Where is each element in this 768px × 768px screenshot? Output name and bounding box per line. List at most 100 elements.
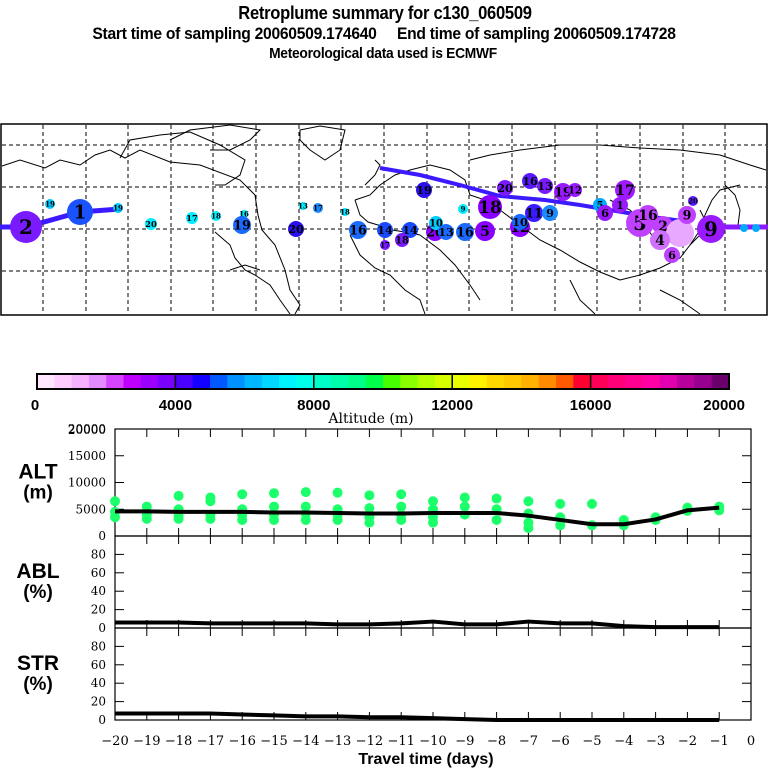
trajectory-point-label: 20 [145, 219, 157, 229]
trajectory-point-circle [211, 211, 221, 221]
colorbar-swatch [400, 374, 419, 389]
trajectory-point: 16 [349, 221, 367, 239]
panel-abl: 0 20 40 60 80 ABL(%) [16, 535, 752, 635]
altitude-scatter-point [332, 514, 343, 525]
trajectory-point-circle [638, 205, 658, 225]
altitude-scatter-point [332, 487, 343, 498]
trajectory-point-circle [568, 183, 582, 197]
colorbar-swatch [279, 374, 297, 389]
x-tick-label: −1 [710, 734, 729, 749]
trajectory-point-label: 20 [688, 196, 698, 205]
trajectory-point-label: 13 [537, 179, 553, 193]
x-tick-label: −4 [614, 734, 633, 749]
trajectory-point-label: 5 [480, 224, 490, 240]
trajectory-point-label: 18 [478, 197, 501, 217]
sampling-times: Start time of sampling 20060509.174640 E… [92, 24, 676, 43]
trajectory-point-label: 11 [525, 205, 543, 220]
trajectory-point-circle [537, 178, 553, 194]
y-tick-label: 60 [91, 566, 106, 580]
trajectory-point-circle [740, 224, 748, 232]
trajectory-point: 19 [233, 216, 251, 234]
x-tick-label: −11 [387, 734, 414, 749]
colorbar-swatch [54, 374, 73, 389]
trajectory-point: 16 [522, 173, 538, 189]
colorbar-swatch [296, 374, 315, 389]
altitude-scatter-point [300, 487, 311, 498]
panel-ylabel: ALT [18, 461, 57, 484]
trajectory-point-circle [612, 197, 628, 213]
coastline [229, 264, 261, 271]
altitude-scatter-point [141, 501, 152, 512]
trajectory-point-circle [341, 208, 349, 216]
trajectory-point: 17 [313, 203, 323, 213]
trajectory-point-circle [522, 173, 538, 189]
trajectory-point-label: 6 [668, 248, 676, 262]
altitude-scatter-point [141, 513, 152, 524]
panel-ylabel-units: (%) [23, 674, 53, 695]
trajectory-point-circle [299, 202, 307, 210]
trajectory-point: 9 [697, 215, 725, 243]
altitude-scatter-point [491, 514, 502, 525]
x-tick-label: −3 [646, 734, 665, 749]
colorbar-swatch [677, 374, 695, 389]
trajectory-point: 13 [298, 201, 308, 210]
x-tick-label: −10 [419, 734, 446, 749]
trajectory-point-label: 16 [638, 208, 657, 224]
colorbar-swatch [331, 374, 349, 389]
trajectory-point-circle [650, 230, 670, 250]
colorbar-swatch [642, 374, 661, 389]
colorbar-tick-label: 8000 [297, 397, 330, 414]
trajectory-point-circle [542, 205, 558, 221]
trajectory-point-circle [438, 224, 454, 240]
y-tick-label: 20 [91, 695, 106, 709]
colorbar-swatch [521, 374, 540, 389]
colorbar-swatch [71, 374, 90, 389]
colorbar-swatch [313, 374, 332, 389]
trajectory-point-label: 13 [298, 201, 308, 210]
colorbar-swatch [383, 374, 401, 389]
trajectory-point-circle [380, 240, 390, 250]
trajectory-point: 14 [402, 222, 418, 238]
time-series-panels: 0500010000150002000020000ALT(m)020406080… [16, 422, 755, 768]
trajectory-point-label: 1 [74, 202, 87, 223]
colorbar-label: Altitude (m) [327, 411, 413, 427]
altitude-scatter-point [491, 493, 502, 504]
trajectory-point: 19 [554, 183, 572, 201]
trajectory-point: 9 [678, 206, 696, 224]
trajectory-point: 9 [458, 204, 468, 214]
x-tick-label: −15 [260, 734, 287, 749]
y-tick-label: 5000 [75, 502, 106, 516]
altitude-scatter-point [364, 517, 375, 528]
x-tick-label: −7 [519, 734, 538, 749]
altitude-scatter-point [110, 496, 120, 507]
coastline [169, 124, 262, 151]
y-tick-label: 60 [91, 658, 106, 672]
trajectory-point-label: 5 [597, 200, 604, 211]
colorbar-swatch [711, 374, 730, 389]
y-tick-label: 20000 [68, 423, 106, 437]
trajectory-point-circle [10, 211, 42, 243]
x-tick-label: −17 [197, 734, 224, 749]
x-tick-label: −5 [582, 734, 601, 749]
x-axis-label: Travel time (days) [358, 751, 493, 768]
altitude-scatter-point [555, 498, 566, 509]
trajectory-point-label: 18 [211, 211, 221, 220]
trajectory-point-label: 19 [113, 203, 123, 212]
colorbar-tick-label: 16000 [570, 397, 612, 414]
trajectory-point-label: 19 [45, 199, 55, 208]
altitude-colorbar: 0 4000 8000 12000 16000 20000 [31, 373, 745, 414]
trajectory-point-label: 17 [615, 183, 634, 199]
map-coastlines [1, 124, 767, 315]
colorbar-swatch [573, 374, 592, 389]
trajectory-point-label: 10 [429, 218, 443, 229]
trajectory-point: 13 [438, 224, 454, 240]
colorbar-swatch [556, 374, 574, 389]
altitude-scatter-point [269, 514, 279, 525]
y-tick-label: 15000 [68, 449, 106, 463]
trajectory-point: 17 [186, 212, 198, 224]
trajectory-point-label: 18 [340, 207, 350, 216]
altitude-scatter-point [523, 496, 534, 507]
